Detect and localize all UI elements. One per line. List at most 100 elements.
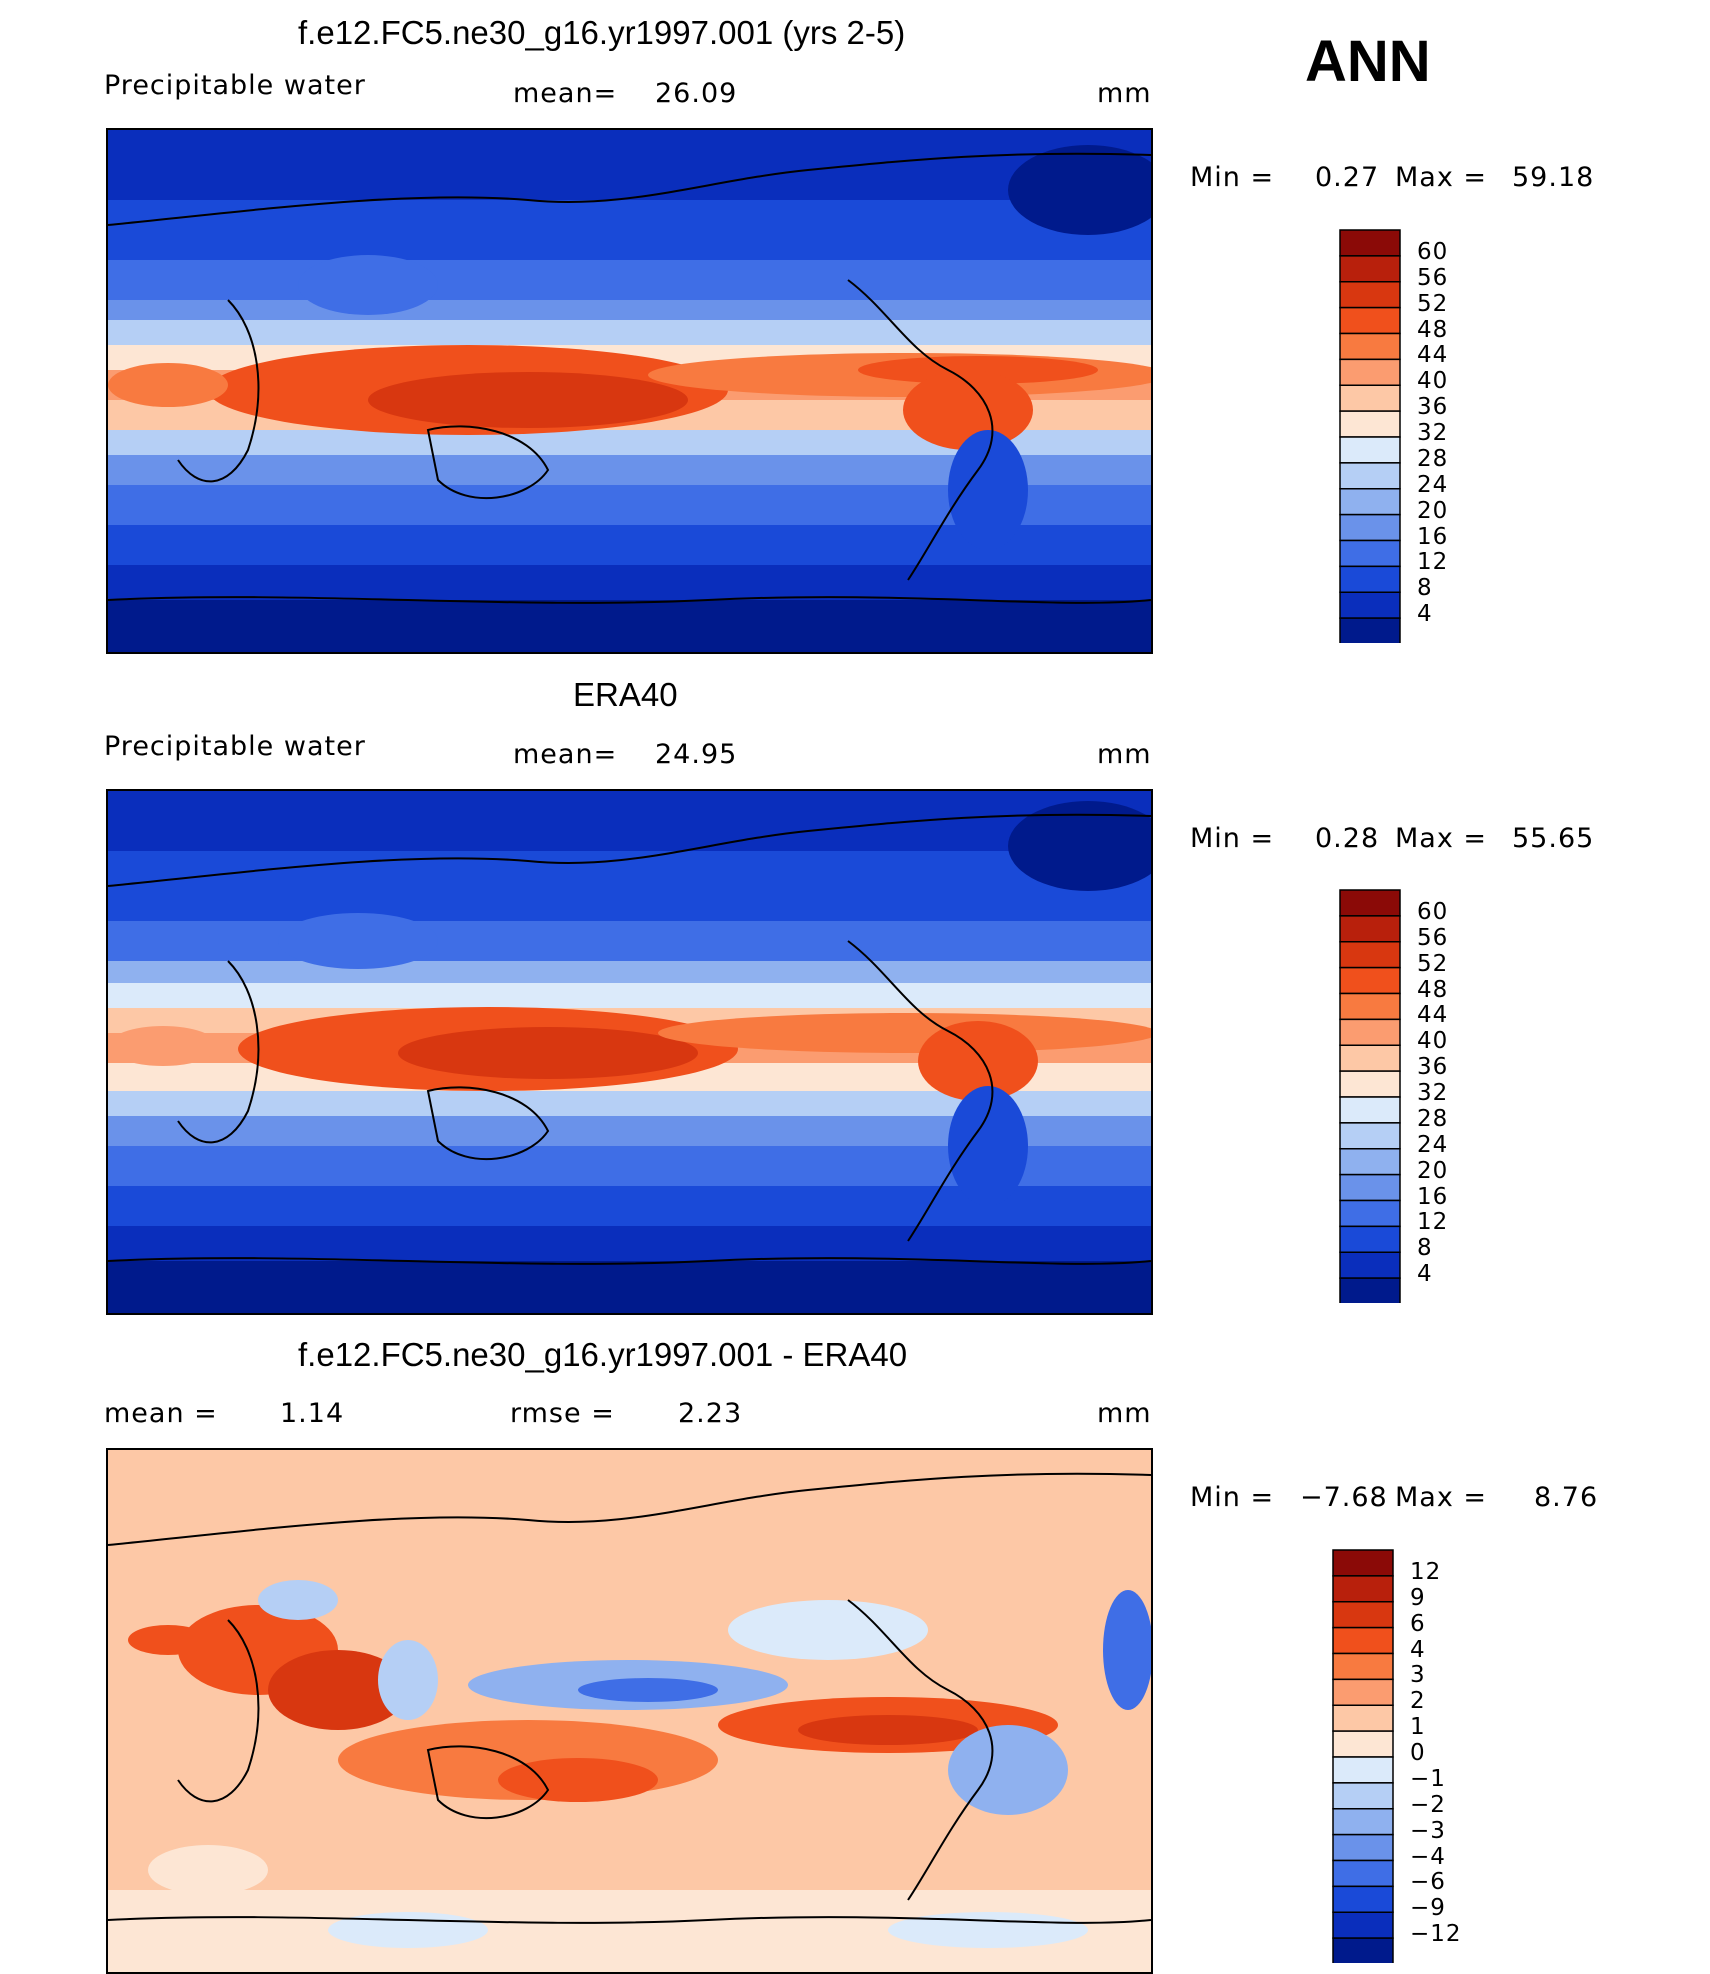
panel3-rmse-value: 2.23: [678, 1398, 743, 1429]
colorbar-segment: [1339, 1277, 1401, 1303]
colorbar-segment: [1332, 1601, 1394, 1629]
panel2-max-value: 55.65: [1512, 823, 1595, 854]
colorbar-tick-label: 24: [1417, 471, 1449, 498]
panel1-variable-label: Precipitable water: [104, 70, 366, 101]
colorbar-segment: [1339, 229, 1401, 257]
panel1-min-value: 0.27: [1315, 162, 1380, 193]
colorbar-tick-label: 3: [1410, 1662, 1426, 1689]
colorbar-tick-label: 16: [1417, 523, 1449, 550]
colorbar-tick-label: 28: [1417, 1105, 1449, 1132]
colorbar-segment: [1332, 1859, 1394, 1888]
colorbar-tick-label: 4: [1410, 1636, 1426, 1663]
colorbar-tick-label: 32: [1417, 1080, 1449, 1106]
colorbar-tick-label: 20: [1417, 497, 1449, 524]
panel3-mean-value: 1.14: [280, 1398, 345, 1429]
colorbar-segment: [1339, 410, 1401, 438]
panel1-map: [106, 128, 1153, 654]
panel1-colorbar-ticks: 60 56 52 48 44 40 36 32 28 24 20 16 12 8 4: [1417, 229, 1477, 643]
colorbar-tick-label: 4: [1417, 1261, 1433, 1288]
colorbar-segment: [1339, 1251, 1401, 1279]
colorbar-tick-label: 36: [1417, 394, 1449, 421]
colorbar-tick-label: 40: [1417, 368, 1449, 395]
colorbar-tick-label: 12: [1410, 1558, 1442, 1585]
colorbar-tick-label: −4: [1410, 1843, 1446, 1870]
panel2-title: ERA40: [573, 676, 678, 713]
colorbar-segment: [1339, 281, 1401, 309]
colorbar-segment: [1332, 1833, 1394, 1862]
panel2-min-value: 0.28: [1315, 823, 1380, 854]
panel1-colorbar: [1339, 229, 1401, 643]
colorbar-tick-label: 52: [1417, 950, 1449, 977]
colorbar-tick-label: 12: [1417, 1209, 1449, 1236]
panel1-min-label: Min =: [1190, 162, 1275, 193]
colorbar-tick-label: 12: [1417, 549, 1449, 576]
panel3-rmse-label: rmse =: [510, 1398, 615, 1429]
panel1-units: mm: [1097, 78, 1152, 109]
colorbar-segment: [1339, 358, 1401, 386]
panel2-mean-label: mean=: [513, 739, 618, 770]
panel3-colorbar-ticks: 12 9 6 4 3 2 1 0 −1 −2 −3 −4 −6 −9 −12: [1410, 1549, 1480, 1963]
colorbar-segment: [1339, 966, 1401, 995]
colorbar-tick-label: −3: [1410, 1817, 1446, 1844]
colorbar-tick-label: −6: [1410, 1869, 1446, 1896]
colorbar-tick-label: −9: [1410, 1895, 1446, 1922]
colorbar-segment: [1339, 306, 1401, 335]
colorbar-tick-label: −12: [1410, 1921, 1462, 1948]
colorbar-segment: [1332, 1730, 1394, 1758]
season-label: ANN: [1305, 29, 1431, 94]
colorbar-tick-label: 44: [1417, 342, 1449, 369]
colorbar-segment: [1339, 1199, 1401, 1228]
colorbar-tick-label: 8: [1417, 575, 1433, 602]
panel2-mean-value: 24.95: [655, 739, 738, 770]
colorbar-tick-label: 44: [1417, 1002, 1449, 1029]
panel3-units: mm: [1097, 1398, 1152, 1429]
colorbar-tick-label: 28: [1417, 445, 1449, 472]
colorbar-segment: [1339, 513, 1401, 542]
panel2-colorbar-ticks: 60 56 52 48 44 40 36 32 28 24 20 16 12 8 4: [1417, 889, 1477, 1303]
panel2-min-label: Min =: [1190, 823, 1275, 854]
colorbar-segment: [1332, 1549, 1394, 1577]
colorbar-tick-label: 36: [1417, 1054, 1449, 1081]
colorbar-segment: [1332, 1575, 1394, 1603]
colorbar-segment: [1332, 1782, 1394, 1810]
colorbar-tick-label: 1: [1410, 1714, 1426, 1741]
colorbar-tick-label: 48: [1417, 316, 1449, 343]
colorbar-tick-label: 48: [1417, 976, 1449, 1003]
colorbar-segment: [1339, 915, 1401, 943]
panel2-max-label: Max =: [1395, 823, 1488, 854]
colorbar-tick-label: −1: [1410, 1765, 1446, 1792]
colorbar-segment: [1339, 617, 1401, 643]
colorbar-tick-label: 8: [1417, 1235, 1433, 1262]
colorbar-tick-label: 60: [1417, 238, 1449, 265]
colorbar-segment: [1339, 1018, 1401, 1046]
colorbar-tick-label: 2: [1410, 1688, 1426, 1715]
panel3-colorbar: [1332, 1549, 1394, 1963]
colorbar-segment: [1339, 591, 1401, 619]
colorbar-tick-label: −2: [1410, 1791, 1446, 1818]
panel1-title: f.e12.FC5.ne30_g16.yr1997.001 (yrs 2-5): [298, 14, 906, 51]
colorbar-tick-label: 40: [1417, 1028, 1449, 1055]
colorbar-segment: [1339, 1070, 1401, 1098]
panel2-colorbar: [1339, 889, 1401, 1303]
panel3-mean-label: mean =: [104, 1398, 218, 1429]
colorbar-segment: [1339, 1044, 1401, 1072]
colorbar-tick-label: 32: [1417, 420, 1449, 446]
colorbar-segment: [1339, 889, 1401, 917]
panel3-map: [106, 1448, 1153, 1974]
panel1-max-value: 59.18: [1512, 162, 1595, 193]
colorbar-segment: [1339, 436, 1401, 464]
colorbar-segment: [1332, 1937, 1394, 1963]
colorbar-tick-label: 9: [1410, 1584, 1426, 1611]
colorbar-segment: [1332, 1704, 1394, 1732]
panel3-min-label: Min =: [1190, 1482, 1275, 1513]
colorbar-tick-label: 4: [1417, 601, 1433, 628]
colorbar-segment: [1332, 1626, 1394, 1655]
colorbar-segment: [1339, 565, 1401, 593]
panel2-units: mm: [1097, 739, 1152, 770]
colorbar-tick-label: 24: [1417, 1131, 1449, 1158]
panel3-title: f.e12.FC5.ne30_g16.yr1997.001 - ERA40: [298, 1336, 908, 1373]
panel3-max-label: Max =: [1395, 1482, 1488, 1513]
colorbar-segment: [1339, 992, 1401, 1021]
panel1-mean-label: mean=: [513, 78, 618, 109]
panel2-variable-label: Precipitable water: [104, 731, 366, 762]
